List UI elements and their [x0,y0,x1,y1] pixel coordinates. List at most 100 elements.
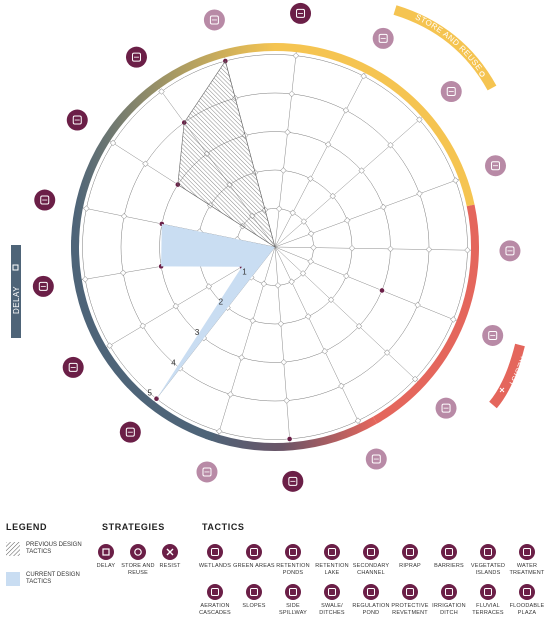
tactic-barriers: BARRIERS [428,544,470,570]
tactic-label: SLOPES [242,603,266,609]
tactic-icon [324,544,340,560]
grid-marker [120,213,128,220]
ring-number: 4 [171,358,176,367]
tactic-floodable-plaza: FLOODABLE PLAZA [506,584,548,616]
square-icon [98,544,114,560]
tactic-label: SIDE SPILLWAY [278,603,308,616]
tactic-icon [441,584,457,600]
series-area [177,60,276,248]
irrigation-ditch-icon[interactable] [440,81,462,103]
tactic-label: RIPRAP [399,563,421,569]
barriers-icon[interactable] [34,189,56,211]
tactic-secondary-channel: SECONDARY CHANNEL [350,544,392,576]
grid-marker [425,246,433,253]
grid-marker [82,276,89,283]
grid-marker [355,323,363,330]
secondary-channel-icon[interactable] [372,27,394,49]
wetlands-icon[interactable] [119,421,141,443]
fluvial-terraces-icon[interactable] [290,2,312,24]
protective-revetment-icon[interactable] [203,9,225,31]
strategy-label: DELAY [96,563,116,569]
strategy-delay: DELAY [88,544,124,570]
grid-marker [354,417,362,424]
grid-marker [342,107,350,114]
grid-marker [358,167,365,174]
spoke-line [274,246,461,323]
current-tactics-area [156,223,382,439]
tactic-icon [363,544,379,560]
store-and-reuse-label: STORE AND REUSE [414,12,484,72]
grid-marker [387,141,394,149]
grid-marker [387,245,394,253]
tactic-icon [246,544,262,560]
tactic-label: RETENTION PONDS [276,563,310,576]
tactic-icon [285,584,301,600]
tactic-protective-revetment: PROTECTIVE REVETMENT [389,584,431,616]
floodable-plaza-icon[interactable] [484,155,506,177]
tactic-icon [402,584,418,600]
grid-marker [216,428,223,435]
legend-current: CURRENT DESIGN TACTICS [6,572,86,586]
slopes-icon[interactable] [62,356,84,378]
riprap-icon[interactable] [66,109,88,131]
grid-marker [289,209,296,217]
tactic-icon [207,584,223,600]
grid-marker [416,190,423,197]
strategy-label: STORE AND REUSE [121,563,155,576]
swale-ditches-icon[interactable] [482,324,504,346]
grid-marker [321,348,328,355]
vegetated-islands-icon[interactable] [125,46,147,68]
tactic-retention-lake: RETENTION LAKE [311,544,353,576]
grid-marker [299,270,307,277]
grid-marker [383,349,391,356]
grid-marker [119,269,127,276]
grid-marker [324,141,332,148]
legend-previous: PREVIOUS DESIGN TACTICS [6,542,86,556]
strategy-label: RESIST [159,563,181,569]
strategy-resist: RESIST [152,544,188,570]
previous-tactics-area [177,60,276,248]
tactics-title: TACTICS [202,522,245,532]
ring-arc-delay-store [71,43,276,248]
tactic-irrigation-ditch: IRRIGATION DITCH [428,584,470,616]
resist-band: RESIST [489,343,527,409]
grid-marker [305,313,312,320]
tactic-green-areas: GREEN AREAS [233,544,275,570]
tactic-retention-ponds: RETENTION PONDS [272,544,314,576]
tactic-aeration-cascades: AERATION CASCADES [194,584,236,616]
aeration-cascades-icon[interactable] [435,397,457,419]
value-marker [286,436,293,442]
grid-marker [344,217,351,224]
tactic-icon [285,544,301,560]
grid-marker [288,90,295,98]
tactic-icon [324,584,340,600]
ring-number: 1 [242,267,247,276]
grid-marker [380,203,387,211]
tactic-label: RETENTION LAKE [315,563,349,576]
tactic-label: GREEN AREAS [233,563,275,569]
grid-marker [158,88,165,95]
side-spillway-icon[interactable] [499,240,521,262]
grid-ring [82,54,468,440]
tactic-icon [480,584,496,600]
grid-marker [83,205,90,212]
outer-ring [71,43,479,451]
grid-marker [277,320,285,327]
grid-marker [280,167,287,174]
tactic-icon [480,544,496,560]
retention-pond-icon[interactable] [365,448,387,470]
grid-marker [205,283,213,290]
ring-arc-resist-delay [205,416,377,451]
tactic-regulation-pond: REGULATION POND [350,584,392,616]
retention-ponds-icon[interactable] [196,461,218,483]
spoke-line [274,177,463,248]
tactic-side-spillway: SIDE SPILLWAY [272,584,314,616]
grid-marker [327,296,335,303]
grid-marker [280,358,287,366]
spoke-line [274,246,421,385]
water-treatment-icon[interactable] [32,275,54,297]
tactic-label: WETLANDS [198,563,232,569]
svg-text:STORE AND REUSE: STORE AND REUSE [414,12,484,72]
green-areas-icon[interactable] [282,470,304,492]
tactic-label: PROTECTIVE REVETMENT [391,603,429,616]
